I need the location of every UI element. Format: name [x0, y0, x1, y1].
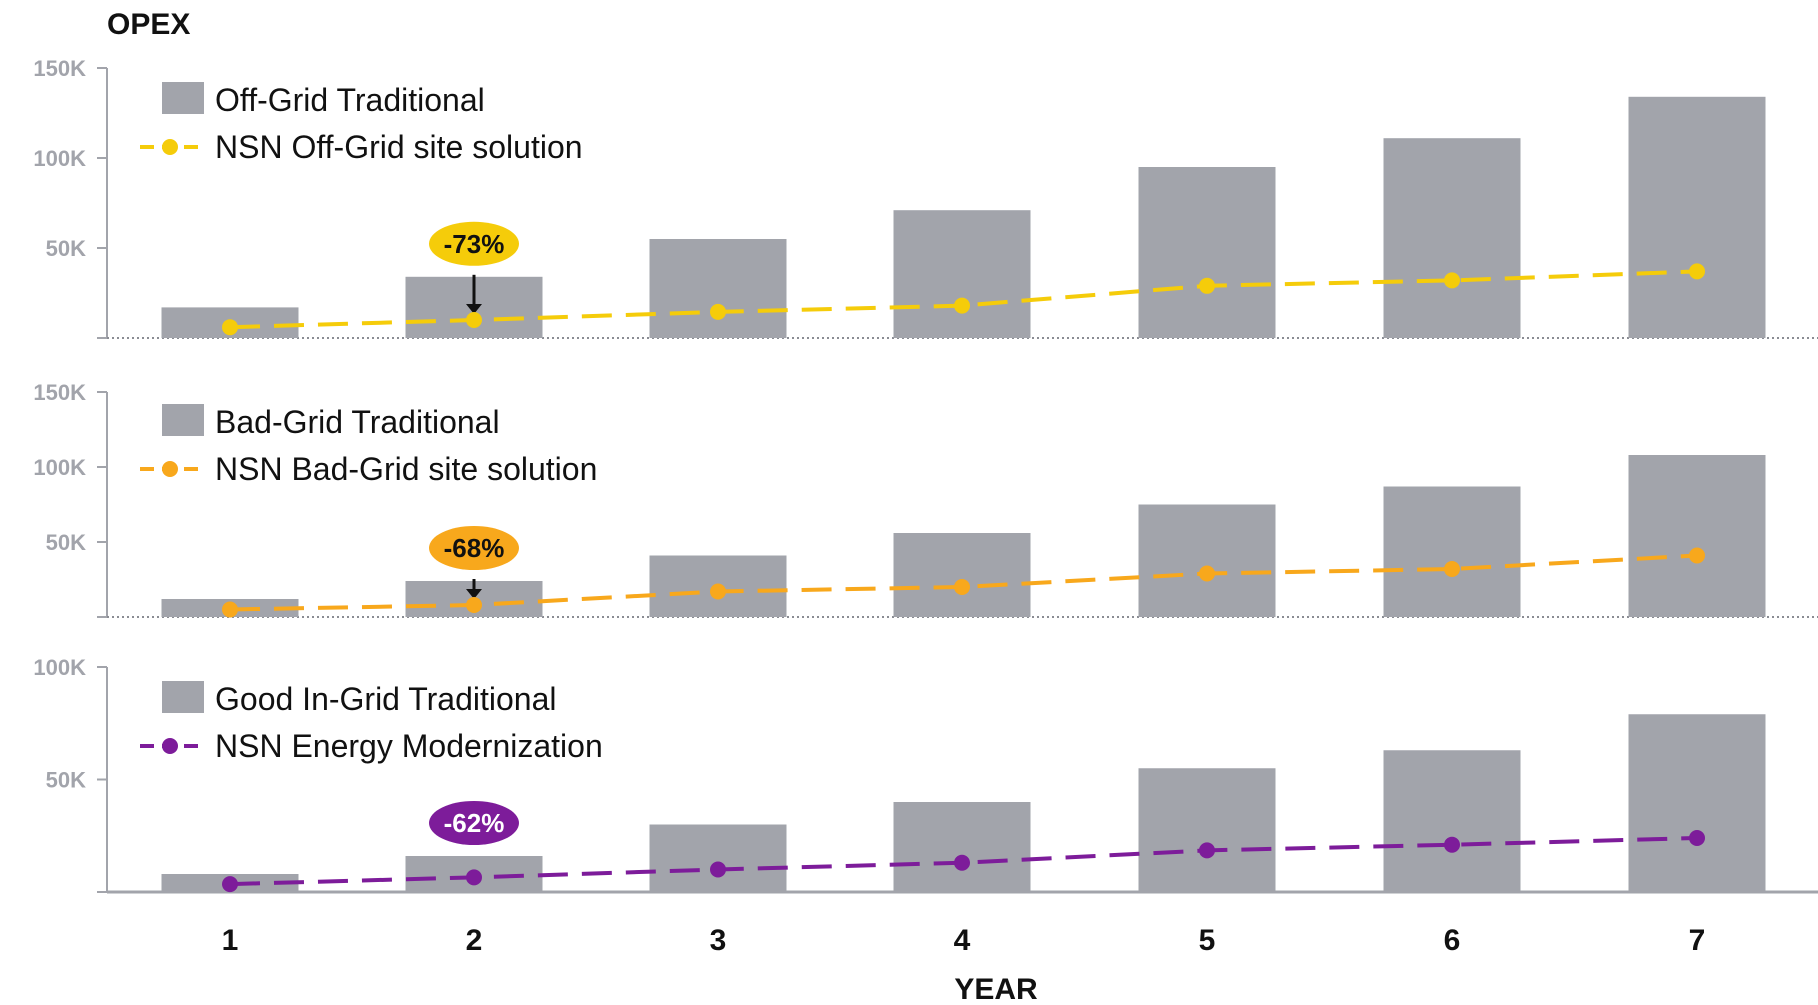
series-point: [710, 861, 726, 878]
x-tick-label: 1: [222, 924, 239, 957]
series-point: [1199, 842, 1215, 859]
bar: [893, 533, 1031, 617]
legend-label: Off-Grid Traditional: [215, 82, 485, 118]
legend-label: NSN Bad-Grid site solution: [215, 451, 597, 487]
legend-swatch-marker: [162, 139, 178, 155]
bar: [1628, 714, 1766, 892]
legend: Bad-Grid Traditional NSN Bad-Grid site so…: [140, 404, 597, 487]
y-tick-label: 50K: [46, 530, 86, 555]
series-point: [222, 876, 238, 893]
series-point: [1689, 547, 1705, 564]
callout-arrow-head: [466, 304, 482, 314]
series-point: [710, 303, 726, 320]
legend-label: Bad-Grid Traditional: [215, 404, 500, 440]
series-point: [466, 869, 482, 886]
y-tick-label: 100K: [33, 146, 86, 171]
legend-swatch-marker: [162, 738, 178, 754]
y-tick-label: 100K: [33, 655, 86, 680]
x-tick-label: 4: [954, 924, 971, 957]
legend-label: NSN Off-Grid site solution: [215, 129, 583, 165]
y-axis-title: OPEX: [107, 8, 190, 41]
series-point: [710, 583, 726, 600]
y-tick-label: 50K: [46, 768, 86, 793]
x-axis-title: YEAR: [954, 973, 1038, 1005]
series-point: [222, 601, 238, 618]
x-tick-label: 3: [710, 924, 727, 957]
series-point: [1689, 830, 1705, 846]
x-tick-label: 6: [1444, 924, 1461, 957]
bar: [1138, 167, 1276, 338]
bar: [1383, 750, 1521, 892]
reduction-callout-badge: [429, 801, 519, 845]
y-tick-label: 150K: [33, 56, 86, 81]
bar: [893, 210, 1031, 338]
legend-swatch-bar: [162, 681, 204, 713]
bar: [1383, 486, 1521, 617]
x-tick-label: 5: [1199, 924, 1216, 957]
legend: Off-Grid Traditional NSN Off-Grid site so…: [140, 82, 583, 165]
callout-arrow-head: [466, 589, 482, 599]
bar: [1628, 455, 1766, 617]
series-point: [1199, 565, 1215, 582]
series-point: [1444, 272, 1460, 289]
y-tick-label: 100K: [33, 455, 86, 480]
x-tick-label: 7: [1689, 924, 1706, 957]
bar: [1138, 768, 1276, 892]
series-point: [1444, 561, 1460, 577]
bar: [649, 239, 787, 338]
legend-swatch-bar: [162, 404, 204, 436]
series-point: [466, 597, 482, 613]
reduction-callout-label: -68%: [444, 533, 505, 563]
legend-swatch-bar: [162, 82, 204, 114]
reduction-callout-label: -73%: [444, 229, 505, 259]
panel-2: 50K 100K 150K -68% Bad-Grid Traditional NSN B…: [33, 380, 1818, 618]
bar: [1628, 96, 1766, 338]
series-point: [1689, 263, 1705, 280]
reduction-callout-badge: [429, 526, 519, 570]
x-tick-label: 2: [466, 924, 483, 957]
y-tick-label: 150K: [33, 380, 86, 405]
reduction-callout-badge: [429, 221, 519, 266]
series-point: [954, 297, 970, 314]
panel-1: 50K 100K 150K -73% Off-Grid Traditional NSN O…: [33, 56, 1818, 339]
bar: [893, 802, 1031, 892]
y-tick-label: 50K: [46, 236, 86, 261]
reduction-callout-label: -62%: [444, 808, 505, 838]
series-point: [222, 319, 238, 336]
series-point: [1199, 277, 1215, 294]
series-point: [466, 312, 482, 328]
series-point: [1444, 836, 1460, 853]
legend: Good In-Grid Traditional NSN Energy Moder…: [140, 681, 603, 764]
series-point: [954, 854, 970, 871]
legend-swatch-marker: [162, 461, 178, 477]
bar: [1383, 138, 1521, 338]
legend-label: NSN Energy Modernization: [215, 728, 603, 764]
panel-3: 50K 100K -62% Good In-Grid Traditional NSN E…: [33, 655, 1818, 894]
bar: [1138, 504, 1276, 617]
bar: [649, 824, 787, 892]
legend-label: Good In-Grid Traditional: [215, 681, 557, 717]
series-point: [954, 579, 970, 595]
